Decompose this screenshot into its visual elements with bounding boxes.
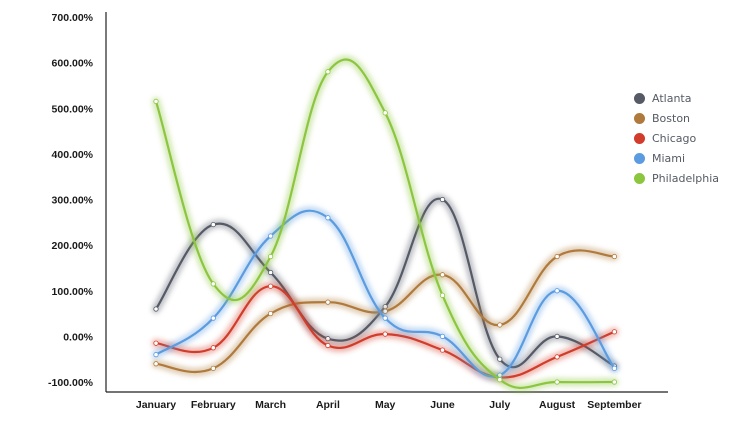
data-point-chicago (153, 340, 159, 346)
legend-label: Miami (652, 152, 686, 166)
legend-swatch (634, 153, 645, 165)
x-tick-label: January (136, 399, 176, 411)
x-tick-label: September (587, 399, 641, 411)
data-point-philadelphia (554, 379, 560, 385)
data-point-miami (439, 333, 446, 339)
data-point-boston (439, 272, 446, 278)
data-point-chicago (210, 345, 216, 351)
data-point-miami (325, 215, 331, 221)
series-layer (151, 55, 619, 393)
data-point-boston (325, 299, 331, 305)
series-line-philadelphia (154, 58, 616, 390)
series-philadelphia (151, 55, 619, 393)
y-tick-label: -100.00% (48, 377, 94, 389)
data-point-miami (267, 233, 274, 239)
series-line-chicago (154, 285, 616, 379)
legend-item-atlanta: Atlanta (634, 88, 719, 108)
legend-swatch (634, 92, 645, 104)
legend-label: Chicago (652, 131, 697, 145)
data-point-atlanta (210, 221, 216, 228)
data-point-chicago (267, 283, 274, 289)
chart-legend: Atlanta Boston Chicago Miami Philadelphia (634, 88, 719, 189)
legend-swatch (634, 112, 645, 124)
x-tick-label: August (539, 399, 576, 411)
legend-swatch (634, 173, 645, 185)
legend-item-philadelphia: Philadelphia (634, 169, 719, 189)
data-point-chicago (382, 331, 388, 337)
y-tick-label: 700.00% (52, 12, 94, 24)
series-chicago (151, 281, 619, 382)
data-point-philadelphia (497, 377, 503, 383)
data-point-miami (153, 352, 159, 358)
x-tick-label: June (430, 399, 455, 411)
y-tick-labels: 700.00% 600.00% 500.00% 400.00% 300.00% 200.0… (48, 12, 94, 389)
x-tick-label: March (255, 399, 286, 411)
data-point-boston (210, 365, 216, 371)
data-point-miami (382, 315, 388, 321)
data-point-boston (554, 253, 560, 260)
y-tick-label: 0.00% (63, 331, 93, 343)
x-tick-label: February (191, 399, 236, 411)
legend-label: Boston (652, 111, 691, 125)
y-tick-label: 600.00% (52, 58, 94, 70)
series-line-boston (154, 249, 616, 374)
data-point-miami (554, 288, 560, 294)
legend-item-boston: Boston (634, 108, 719, 128)
data-point-chicago (611, 329, 618, 335)
y-tick-label: 400.00% (52, 149, 94, 161)
data-point-philadelphia (325, 69, 331, 75)
y-tick-label: 200.00% (52, 240, 94, 252)
data-point-miami (210, 315, 216, 321)
series-atlanta (151, 194, 619, 372)
data-point-boston (153, 361, 159, 367)
legend-item-miami: Miami (634, 149, 719, 169)
data-point-atlanta (554, 333, 560, 339)
x-tick-label: July (489, 399, 510, 411)
legend-label: Atlanta (652, 91, 692, 105)
data-point-philadelphia (611, 379, 618, 385)
data-point-chicago (554, 354, 560, 360)
x-tick-label: May (375, 399, 396, 411)
data-point-atlanta (153, 306, 159, 312)
data-point-atlanta (267, 269, 274, 276)
data-point-philadelphia (153, 98, 159, 105)
legend-label: Philadelphia (652, 172, 720, 186)
data-point-boston (611, 253, 618, 260)
data-point-boston (497, 322, 503, 328)
data-point-philadelphia (382, 110, 388, 116)
data-point-philadelphia (267, 253, 274, 260)
data-point-chicago (325, 342, 331, 349)
y-tick-label: 100.00% (52, 286, 94, 298)
legend-item-chicago: Chicago (634, 128, 719, 148)
data-point-chicago (439, 347, 446, 353)
data-point-atlanta (439, 196, 446, 203)
data-point-atlanta (497, 356, 503, 362)
data-point-miami (611, 365, 618, 371)
data-point-boston (267, 310, 274, 317)
x-tick-labels: January February March April May June July Augu… (136, 399, 642, 411)
data-point-philadelphia (210, 281, 216, 287)
data-point-philadelphia (439, 292, 446, 298)
y-tick-label: 300.00% (52, 195, 94, 207)
y-tick-label: 500.00% (52, 103, 94, 115)
legend-swatch (634, 132, 645, 144)
series-line-atlanta (154, 197, 616, 369)
x-tick-label: April (316, 399, 340, 411)
